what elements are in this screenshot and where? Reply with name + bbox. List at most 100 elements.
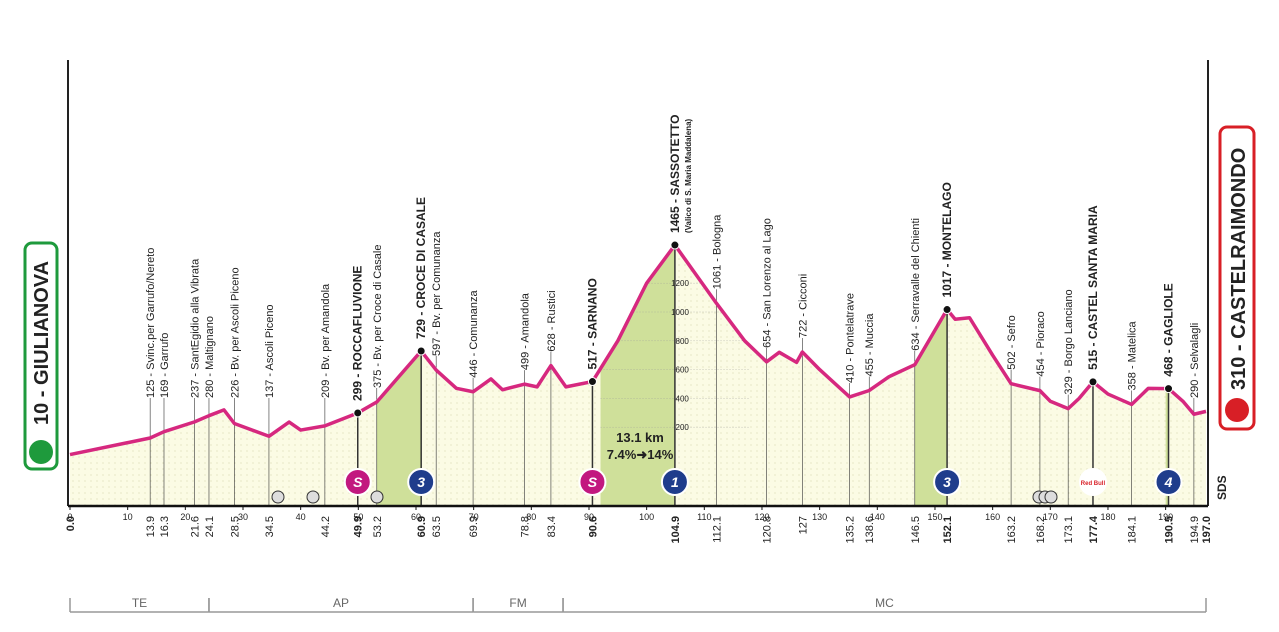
x-tick-label: 40 [296,512,306,522]
km-label: 152.1 [942,516,954,544]
x-tick-label: 50 [353,512,363,522]
climb-annotation: 7.4%➜14% [607,447,674,462]
badge-text: 3 [417,474,425,490]
km-label: 190.5 [1164,516,1176,544]
region-label: TE [132,596,147,610]
badge-text: 4 [1164,474,1173,490]
waypoint-label: 226 - Bv. per Ascoli Piceno [229,267,241,398]
x-tick-label: 140 [870,512,885,522]
waypoint-label: 237 - SantEgidio alla Vibrata [190,258,202,398]
y-tick-label: 600 [676,366,690,375]
km-label: 184.1 [1127,516,1139,544]
km-label: 53.2 [372,516,384,537]
region-label: MC [875,596,894,610]
km-label: 13.9 [145,516,157,537]
x-tick-label: 110 [697,512,711,522]
waypoint-dot [416,346,426,356]
km-label: 34.5 [264,516,276,537]
badge-text: Red Bull [1081,481,1106,487]
waypoint-label: 502 - Sefro [1006,315,1018,369]
x-tick-label: 160 [985,512,1000,522]
km-label: 127 [797,516,809,534]
logo: SDS [1215,475,1229,500]
x-tick-label: 180 [1100,512,1115,522]
start-icon [29,440,53,464]
waypoint-label: 454 - Pioraco [1035,311,1047,376]
waypoint-sublabel: (Valico di S. Maria Maddalena) [684,118,693,233]
waypoint-label: 597 - Bv. per Comunanza [431,231,443,356]
km-label: 21.6 [190,516,202,537]
badge-text: 1 [671,474,679,490]
x-tick-label: 190 [1158,512,1173,522]
x-tick-label: 10 [123,512,133,522]
km-label: 194.9 [1189,516,1201,544]
km-label: 135.2 [845,516,857,544]
finish-icon [1225,398,1249,422]
x-tick-label: 120 [754,512,769,522]
waypoint-label: 358 - Matelica [1127,320,1139,390]
badge [578,468,607,496]
km-label: 173.1 [1063,516,1075,544]
km-label: 138.6 [864,516,876,544]
waypoint-label: 280 - Maltignano [204,316,216,398]
waypoint-label: 515 - CASTEL SANTA MARIA [1086,205,1100,370]
tunnels [271,490,1058,504]
km-label: 146.5 [910,516,922,544]
waypoint-label: 209 - Bv. per Amandola [320,283,332,398]
y-tick-label: 1200 [671,279,689,288]
waypoint-dot [1088,377,1098,387]
region-label: FM [509,596,526,610]
y-tick-label: 1000 [671,308,689,317]
badge [1078,468,1107,496]
waypoint-label: 517 - SARNANO [585,278,599,369]
profile-line [69,243,1207,457]
waypoint-dot [353,408,363,418]
waypoint-label: 375 - Bv. per Croce di Casale [372,245,384,388]
start-name: 10 - GIULIANOVA [31,261,53,425]
km-label: 197.0 [1201,516,1213,544]
y-tick-label: 200 [676,423,690,432]
km-label: 24.1 [204,516,216,537]
badge [660,468,689,496]
km-label: 69.9 [468,516,480,537]
km-label: 168.2 [1035,516,1047,544]
waypoint-label: 654 - San Lorenzo al Lago [762,218,774,348]
climb-annotation: 13.1 km [616,430,664,445]
waypoint-dot [942,305,952,315]
region-label: AP [333,596,349,610]
waypoint-label: 410 - Pontelatrave [845,293,857,383]
km-label: 83.4 [546,516,558,537]
x-tick-label: 20 [180,512,190,522]
waypoint-label: 499 - Amandola [519,292,531,370]
x-tick-label: 30 [238,512,248,522]
x-tick-label: 150 [927,512,942,522]
km-label: 16.3 [159,516,171,537]
finish-name: 310 - CASTELRAIMONDO [1228,148,1250,390]
x-tick-label: 130 [812,512,827,522]
badge-text: S [588,474,598,490]
x-tick-label: 60 [411,512,421,522]
finish-box [1218,125,1256,431]
badge-text: 3 [943,474,951,490]
km-label: 63.5 [431,516,443,537]
y-tick-label: 800 [676,337,690,346]
km-label: 49.9 [353,516,365,537]
waypoint-label: 1465 - SASSOTETTO [668,115,682,233]
badge [1154,468,1183,496]
waypoint-label: 1017 - MONTELAGO [940,182,954,297]
waypoint-label: 634 - Serravalle del Chienti [910,218,922,351]
km-label: 112.1 [711,516,723,543]
x-tick-label: 170 [1043,512,1058,522]
km-label: 90.6 [587,516,599,537]
waypoint-label: 729 - CROCE DI CASALE [414,197,428,339]
km-label: 60.9 [416,516,428,537]
y-tick-label: 400 [676,394,690,403]
waypoint-dot [1164,384,1174,394]
waypoint-label: 290 - Selvalagli [1189,323,1201,398]
waypoint-dot [587,377,597,387]
x-tick-label: 0 [67,512,72,522]
waypoint-label: 329 - Borgo Lanciano [1063,289,1075,394]
start-box [23,241,59,471]
km-label: 120.8 [762,516,774,544]
